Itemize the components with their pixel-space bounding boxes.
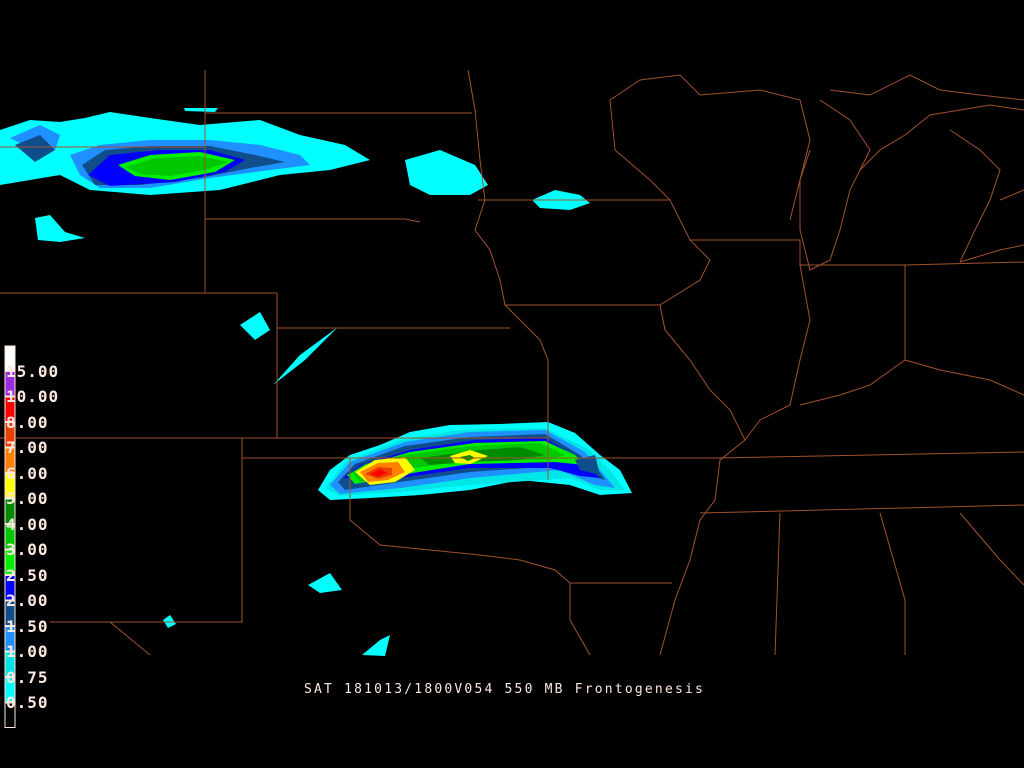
- colorbar-label: 8.00: [6, 412, 49, 432]
- state-boundary: [690, 239, 801, 265]
- state-boundary: [0, 292, 278, 438]
- colorbar-swatch: [4, 549, 16, 575]
- state-boundary: [904, 359, 1024, 396]
- colorbar-label: 1.00: [6, 642, 49, 661]
- colorbar-label: 3.00: [6, 540, 49, 559]
- state-boundary: [205, 218, 421, 223]
- state-boundary: [349, 458, 672, 584]
- state-boundaries: [0, 69, 1024, 656]
- state-boundary: [467, 69, 549, 458]
- state-boundary: [699, 504, 1024, 514]
- colorbar-label: 15.00: [6, 361, 60, 381]
- colorbar-label: 2.00: [6, 591, 49, 610]
- contour-region: [125, 156, 228, 176]
- state-boundary: [609, 99, 711, 306]
- state-boundary: [50, 438, 243, 623]
- contour-region: [405, 150, 488, 195]
- state-boundary: [904, 261, 1024, 266]
- frontogenesis-contours: [0, 108, 632, 656]
- contour-region: [273, 327, 338, 385]
- colorbar-swatch: [4, 345, 16, 371]
- contour-region: [370, 469, 388, 477]
- colorbar-label: 7.00: [6, 438, 49, 457]
- colorbar-label: 5.00: [6, 489, 49, 508]
- state-boundary: [959, 244, 1024, 263]
- colorbar: [4, 345, 16, 728]
- colorbar-swatch: [4, 498, 16, 524]
- colorbar-swatch: [4, 447, 16, 473]
- colorbar-label: 1.50: [6, 616, 49, 636]
- contour-region: [35, 215, 85, 242]
- contour-region: [308, 573, 342, 593]
- colorbar-swatch: [4, 396, 16, 422]
- state-boundary: [659, 304, 746, 656]
- state-boundary: [859, 104, 1024, 171]
- colorbar-label: 4.00: [6, 514, 49, 534]
- contour-region: [240, 312, 270, 340]
- state-boundary: [609, 74, 811, 221]
- colorbar-swatch: [4, 702, 16, 728]
- contour-region: [15, 135, 55, 162]
- state-boundary: [109, 621, 151, 656]
- colorbar-swatch: [4, 422, 16, 448]
- colorbar-swatch: [4, 677, 16, 703]
- colorbar-swatch: [4, 651, 16, 677]
- state-boundary: [949, 129, 1001, 263]
- colorbar-swatch: [4, 473, 16, 499]
- state-boundary: [799, 99, 871, 271]
- colorbar-label: 0.50: [6, 693, 49, 712]
- state-boundary: [774, 512, 781, 656]
- colorbar-label: 0.75: [6, 667, 49, 687]
- state-boundary: [714, 451, 1024, 459]
- state-boundary: [999, 189, 1024, 201]
- colorbar-swatch: [4, 600, 16, 626]
- map-title: SAT 181013/1800V054 550 MB Frontogenesis: [304, 682, 706, 697]
- state-boundary: [879, 512, 906, 655]
- state-boundary: [959, 512, 1024, 586]
- state-boundary: [569, 583, 591, 656]
- colorbar-label: 10.00: [6, 387, 60, 406]
- contour-region: [575, 455, 600, 475]
- colorbar-label: 6.00: [6, 463, 49, 483]
- state-boundary: [744, 264, 811, 441]
- colorbar-swatch: [4, 575, 16, 601]
- contour-region: [184, 108, 218, 112]
- state-boundary: [829, 74, 1024, 101]
- colorbar-swatch: [4, 626, 16, 652]
- state-boundary: [799, 264, 906, 406]
- colorbar-label: 2.50: [6, 565, 49, 585]
- contour-region: [362, 635, 390, 656]
- colorbar-swatch: [4, 371, 16, 397]
- colorbar-swatch: [4, 524, 16, 550]
